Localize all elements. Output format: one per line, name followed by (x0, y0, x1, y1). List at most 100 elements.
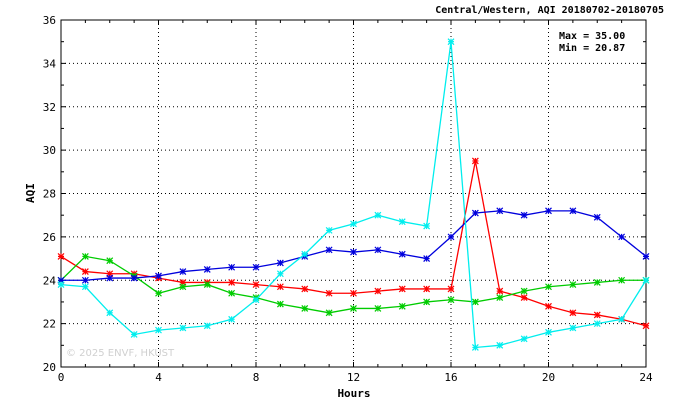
data-point-marker (130, 274, 138, 282)
data-point-marker (106, 274, 114, 282)
data-point-marker (106, 309, 114, 317)
data-point-marker (325, 246, 333, 254)
data-point-marker (471, 298, 479, 306)
data-point-marker (423, 222, 431, 230)
data-point-marker (130, 331, 138, 338)
data-point-marker (81, 252, 89, 260)
series-2 (57, 207, 650, 284)
x-tick-label: 20 (542, 371, 555, 384)
data-point-marker (569, 281, 577, 289)
data-point-marker (350, 289, 357, 297)
data-point-marker (179, 283, 187, 291)
data-point-marker (203, 265, 211, 273)
data-point-marker (81, 283, 89, 291)
data-point-marker (520, 335, 528, 343)
x-tick-label: 16 (444, 371, 457, 384)
data-point-marker (618, 276, 626, 284)
y-tick-label: 20 (43, 361, 56, 374)
data-point-marker (642, 276, 650, 284)
data-point-marker (569, 207, 577, 215)
data-point-marker (155, 289, 162, 297)
data-point-marker (252, 281, 260, 289)
data-point-marker (423, 255, 431, 262)
data-point-marker (276, 283, 284, 291)
x-tick-label: 8 (253, 371, 260, 384)
data-point-marker (374, 287, 382, 295)
data-point-marker (447, 285, 455, 293)
data-point-marker (496, 341, 504, 349)
data-point-marker (276, 259, 284, 267)
data-point-marker (569, 309, 577, 317)
data-point-marker (545, 283, 552, 291)
data-point-marker (398, 218, 406, 226)
data-point-marker (203, 281, 211, 289)
chart-title: Central/Western, AQI 20180702-20180705 (435, 5, 664, 16)
data-point-marker (398, 302, 406, 310)
data-point-marker (57, 281, 65, 289)
data-point-marker (203, 322, 211, 330)
data-point-marker (642, 252, 650, 260)
data-point-marker (106, 257, 114, 265)
data-point-marker (301, 305, 309, 312)
data-point-marker (301, 250, 309, 258)
data-point-marker (57, 252, 65, 260)
data-point-marker (618, 315, 626, 323)
data-point-marker (569, 324, 577, 332)
data-point-marker (276, 300, 284, 308)
data-point-marker (325, 309, 333, 317)
data-point-marker (155, 326, 162, 334)
data-point-marker (179, 268, 187, 275)
data-point-marker (228, 289, 236, 297)
data-point-marker (593, 320, 601, 328)
data-point-marker (350, 248, 357, 256)
x-tick-label: 0 (58, 371, 65, 384)
data-point-marker (276, 270, 284, 278)
data-point-marker (301, 285, 309, 293)
data-point-marker (520, 287, 528, 295)
data-point-marker (593, 213, 601, 221)
y-tick-label: 34 (43, 57, 57, 70)
data-point-marker (496, 287, 504, 295)
data-point-marker (545, 328, 552, 336)
data-point-marker (471, 344, 479, 351)
data-point-marker (423, 298, 431, 306)
data-point-marker (228, 278, 236, 286)
data-point-marker (520, 294, 528, 302)
data-point-marker (325, 289, 333, 297)
x-axis-title: Hours (337, 387, 370, 400)
data-point-marker (423, 285, 431, 293)
data-point-marker (252, 263, 260, 271)
watermark: © 2025 ENVF, HKUST (66, 348, 175, 359)
data-point-marker (520, 211, 528, 219)
data-point-marker (447, 296, 455, 304)
y-tick-label: 30 (43, 144, 56, 157)
y-tick-label: 36 (43, 14, 56, 27)
y-tick-label: 28 (43, 188, 56, 201)
data-point-marker (471, 209, 479, 217)
data-point-marker (447, 233, 455, 241)
data-point-marker (179, 324, 187, 332)
data-point-marker (398, 250, 406, 258)
data-point-marker (325, 226, 333, 234)
data-point-marker (398, 285, 406, 293)
data-point-marker (642, 322, 650, 330)
data-point-marker (81, 276, 89, 284)
data-point-marker (545, 302, 552, 310)
series-layer (57, 38, 650, 351)
series-line (60, 41, 647, 349)
data-point-marker (545, 207, 552, 215)
data-point-marker (374, 211, 382, 219)
y-tick-label: 32 (43, 101, 56, 114)
grid-lines (61, 20, 646, 367)
data-point-marker (350, 220, 357, 228)
data-point-marker (496, 207, 504, 215)
max-stat: Max = 35.00 (559, 31, 625, 42)
data-point-marker (228, 315, 236, 323)
data-point-marker (374, 246, 382, 254)
y-tick-label: 22 (43, 318, 56, 331)
y-tick-label: 26 (43, 231, 56, 244)
axis-ticks: 0 4 8 12 16 20 24 20 22 24 26 28 30 32 34 36 (43, 14, 653, 384)
data-point-marker (228, 263, 236, 271)
x-tick-label: 24 (639, 371, 653, 384)
